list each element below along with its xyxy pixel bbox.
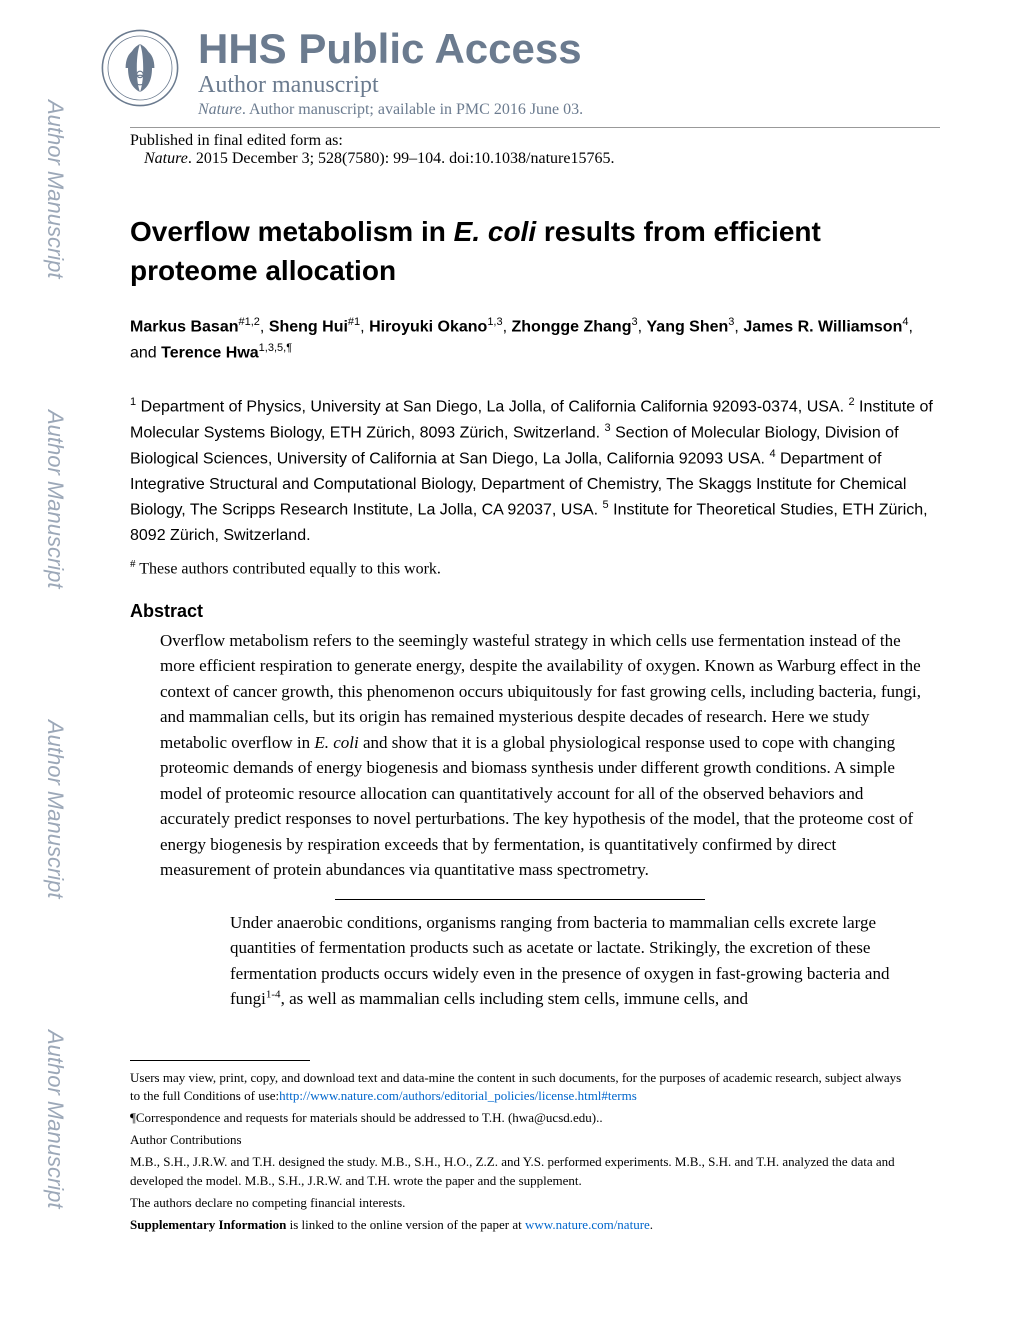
footnote-supp-rest: is linked to the online version of the p… [286, 1217, 525, 1232]
sidebar-watermark: Author Manuscript [42, 410, 68, 589]
body-divider [335, 899, 705, 900]
publication-citation: Nature. 2015 December 3; 528(7580): 99–1… [144, 150, 940, 168]
sidebar-watermark: Author Manuscript [42, 100, 68, 279]
equal-contribution-note: # These authors contributed equally to t… [130, 558, 940, 578]
footnote-supp-end: . [650, 1217, 653, 1232]
affiliations: 1 Department of Physics, University at S… [130, 394, 940, 548]
footnote-competing: The authors declare no competing financi… [130, 1194, 910, 1212]
footnote-author-contrib-text: M.B., S.H., J.R.W. and T.H. designed the… [130, 1153, 910, 1189]
footnote-supp-link[interactable]: www.nature.com/nature [525, 1217, 650, 1232]
title-part1: Overflow metabolism in [130, 216, 454, 247]
footnote-divider [130, 1060, 310, 1061]
publication-intro: Published in final edited form as: [130, 132, 940, 150]
sidebar-watermark: Author Manuscript [42, 720, 68, 899]
footnote-supp-bold: Supplementary Information [130, 1217, 286, 1232]
citation-journal: Nature [144, 150, 188, 167]
header-text-block: HHS Public Access Author manuscript Natu… [198, 28, 940, 119]
article-title: Overflow metabolism in E. coli results f… [130, 212, 940, 290]
sub-header: Author manuscript [198, 72, 940, 99]
footnote-author-contrib-heading: Author Contributions [130, 1131, 910, 1149]
header-divider [130, 127, 940, 128]
citation-details: . 2015 December 3; 528(7580): 99–104. do… [188, 150, 615, 167]
journal-availability: . Author manuscript; available in PMC 20… [242, 101, 583, 118]
authors-list: Markus Basan#1,2, Sheng Hui#1, Hiroyuki … [130, 314, 940, 366]
footnote-users-link[interactable]: http://www.nature.com/authors/editorial_… [279, 1088, 637, 1103]
sidebar-watermark: Author Manuscript [42, 1030, 68, 1209]
header-row: HHS Public Access Author manuscript Natu… [100, 28, 940, 119]
journal-name: Nature [198, 101, 242, 118]
page-content: HHS Public Access Author manuscript Natu… [100, 0, 940, 1234]
journal-line: Nature. Author manuscript; available in … [198, 101, 940, 119]
main-header: HHS Public Access [198, 28, 940, 70]
footnote-correspondence: ¶Correspondence and requests for materia… [130, 1109, 910, 1127]
abstract-text: Overflow metabolism refers to the seemin… [160, 628, 930, 883]
footnotes: Users may view, print, copy, and downloa… [130, 1069, 910, 1235]
footnote-supplementary: Supplementary Information is linked to t… [130, 1216, 910, 1234]
equal-contrib-text: These authors contributed equally to thi… [136, 561, 441, 578]
hhs-logo-icon [100, 28, 180, 108]
abstract-heading: Abstract [130, 601, 940, 622]
body-paragraph: Under anaerobic conditions, organisms ra… [230, 910, 910, 1012]
title-italic: E. coli [454, 216, 536, 247]
footnote-users: Users may view, print, copy, and downloa… [130, 1069, 910, 1105]
